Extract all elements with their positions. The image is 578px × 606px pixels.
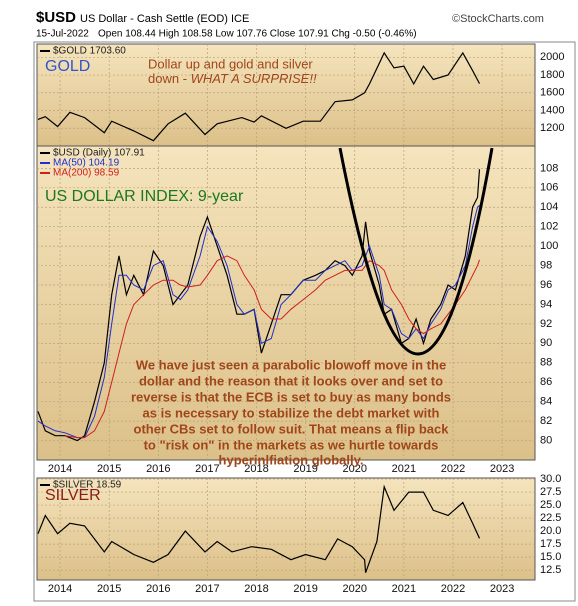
y-tick-label: 15.0	[540, 551, 561, 563]
legend-label: MA(50) 104.19	[53, 158, 120, 169]
y-tick-label: 92	[540, 318, 552, 330]
annotation: other CBs set to follow suit. That means…	[134, 421, 450, 436]
y-tick-label: 30.0	[540, 473, 561, 485]
x-tick-label: 2020	[343, 463, 367, 475]
x-tick-label: 2019	[293, 463, 317, 475]
x-tick-label: 2014	[48, 463, 72, 475]
y-tick-label: 96	[540, 279, 552, 291]
series-line	[37, 169, 481, 442]
y-tick-label: 2000	[540, 51, 564, 63]
y-tick-label: 27.5	[540, 486, 561, 498]
instrument-name: US Dollar - Cash Settle (EOD) ICE	[80, 13, 249, 25]
annotation: to "risk on" in the markets as we hurtle…	[144, 437, 439, 452]
y-tick-label: 102	[540, 221, 558, 233]
y-tick-label: 20.0	[540, 525, 561, 537]
series-line	[37, 484, 481, 573]
panel	[36, 145, 536, 461]
series-line	[37, 205, 480, 439]
annotation: as is necessary to stabilize the debt ma…	[143, 405, 440, 420]
y-tick-label: 25.0	[540, 499, 561, 511]
x-tick-label: 2022	[441, 463, 465, 475]
x-tick-label: 2022	[441, 583, 465, 595]
y-tick-label: 1600	[540, 87, 564, 99]
x-tick-label: 2015	[97, 463, 121, 475]
y-tick-label: 86	[540, 376, 552, 388]
date: 15-Jul-2022	[36, 29, 89, 40]
annotation: hyperinlfiation globally.	[219, 452, 364, 467]
annotation: Dollar up and gold and silver	[148, 56, 313, 71]
y-tick-label: 1400	[540, 104, 564, 116]
legend-label: $SILVER 18.59	[53, 480, 122, 491]
panel	[36, 43, 536, 147]
x-tick-label: 2019	[293, 583, 317, 595]
y-tick-label: 108	[540, 162, 558, 174]
annotation: US DOLLAR INDEX: 9-year	[45, 188, 244, 205]
x-tick-label: 2023	[490, 463, 514, 475]
source: ©StockCharts.com	[452, 13, 544, 25]
y-tick-label: 104	[540, 201, 558, 213]
y-tick-label: 1800	[540, 69, 564, 81]
y-tick-label: 88	[540, 357, 552, 369]
annotation: SILVER	[45, 487, 101, 504]
x-tick-label: 2021	[392, 583, 416, 595]
x-tick-label: 2014	[48, 583, 72, 595]
y-tick-label: 17.5	[540, 538, 561, 550]
legend-label: MA(200) 98.59	[53, 168, 120, 179]
x-tick-label: 2017	[195, 583, 219, 595]
annotation: GOLD	[45, 58, 90, 75]
x-tick-label: 2020	[343, 583, 367, 595]
y-tick-label: 106	[540, 182, 558, 194]
y-tick-label: 12.5	[540, 564, 561, 576]
y-tick-label: 90	[540, 337, 552, 349]
y-tick-label: 82	[540, 415, 552, 427]
quote: Open 108.44 High 108.58 Low 107.76 Close…	[98, 29, 417, 40]
legend-label: $USD (Daily) 107.91	[53, 148, 145, 159]
y-tick-label: 22.5	[540, 512, 561, 524]
panel	[36, 477, 536, 581]
x-tick-label: 2017	[195, 463, 219, 475]
x-tick-label: 2018	[244, 583, 268, 595]
annotation-part: down -	[148, 71, 191, 86]
y-tick-label: 84	[540, 396, 552, 408]
annotation: reverse is that the ECB is set to buy as…	[131, 389, 451, 404]
series-line	[37, 51, 481, 142]
annotation: We have just seen a parabolic blowoff mo…	[136, 357, 446, 372]
x-tick-label: 2016	[146, 583, 170, 595]
x-tick-label: 2018	[244, 463, 268, 475]
frame	[33, 41, 576, 602]
x-tick-label: 2015	[97, 583, 121, 595]
annotation: down - WHAT A SURPRISE!!	[148, 71, 317, 86]
annotation-part: WHAT A SURPRISE!!	[191, 71, 317, 86]
y-tick-label: 1200	[540, 122, 564, 134]
y-tick-label: 80	[540, 434, 552, 446]
legend-label: $GOLD 1703.60	[53, 46, 126, 57]
annotation: dollar and the reason that it looks over…	[139, 373, 443, 388]
x-tick-label: 2016	[146, 463, 170, 475]
symbol: $USD	[36, 9, 76, 26]
y-tick-label: 94	[540, 298, 552, 310]
y-tick-label: 100	[540, 240, 558, 252]
y-tick-label: 98	[540, 259, 552, 271]
x-tick-label: 2021	[392, 463, 416, 475]
series-line	[64, 255, 480, 439]
parabola	[338, 147, 494, 356]
x-tick-label: 2023	[490, 583, 514, 595]
